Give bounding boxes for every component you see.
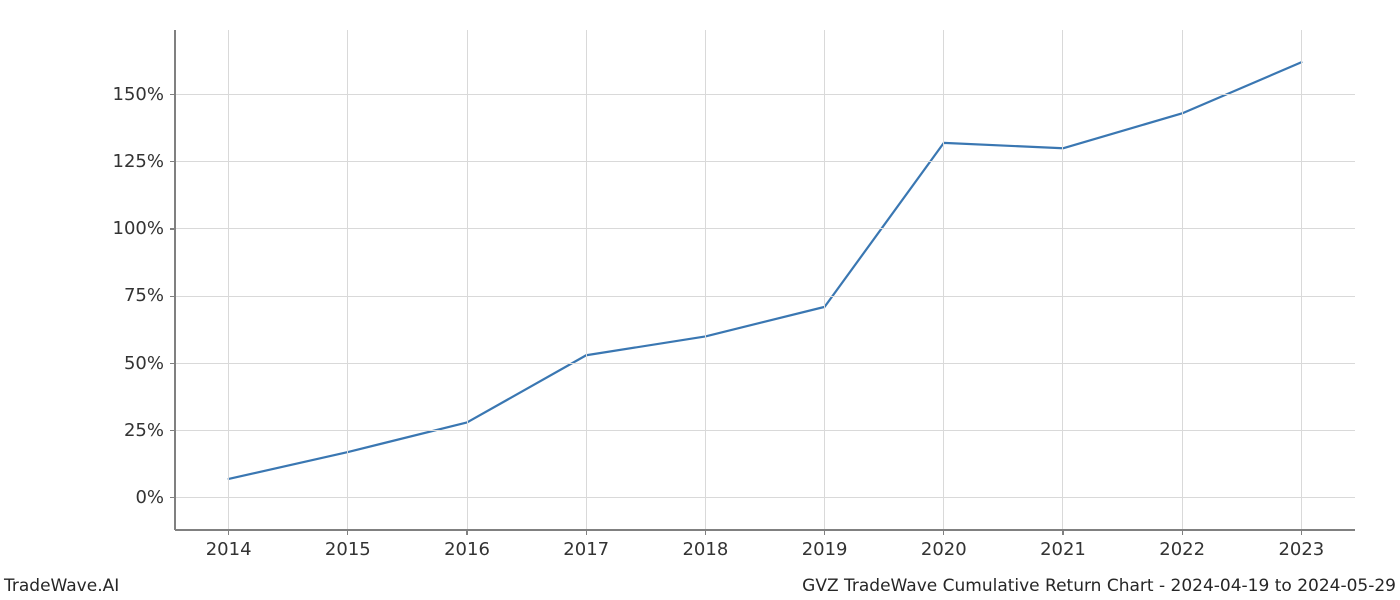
y-tick-label: 100% — [113, 218, 164, 239]
x-tick-label: 2022 — [1157, 539, 1207, 560]
x-tick — [347, 530, 348, 535]
grid-line-v — [228, 30, 229, 530]
x-tick — [824, 530, 825, 535]
spine-bottom — [175, 529, 1355, 530]
x-tick-label: 2021 — [1038, 539, 1088, 560]
x-tick-label: 2015 — [323, 539, 373, 560]
grid-line-v — [1182, 30, 1183, 530]
grid-line-h — [175, 94, 1355, 95]
y-tick-label: 125% — [113, 151, 164, 172]
grid-line-v — [1301, 30, 1302, 530]
x-tick-label: 2017 — [561, 539, 611, 560]
grid-line-v — [824, 30, 825, 530]
x-tick — [705, 530, 706, 535]
grid-line-v — [943, 30, 944, 530]
y-tick-label: 0% — [135, 487, 164, 508]
spine-left — [174, 30, 175, 530]
grid-line-v — [467, 30, 468, 530]
grid-line-v — [1062, 30, 1063, 530]
x-tick-label: 2019 — [800, 539, 850, 560]
footer-right-label: GVZ TradeWave Cumulative Return Chart - … — [802, 576, 1396, 596]
x-tick — [1301, 530, 1302, 535]
y-tick-label: 150% — [113, 84, 164, 105]
y-tick-label: 50% — [124, 353, 164, 374]
x-tick — [943, 530, 944, 535]
x-tick-label: 2018 — [680, 539, 730, 560]
x-tick — [228, 530, 229, 535]
x-tick — [586, 530, 587, 535]
grid-line-h — [175, 430, 1355, 431]
grid-line-v — [347, 30, 348, 530]
x-tick-label: 2014 — [204, 539, 254, 560]
grid-line-v — [586, 30, 587, 530]
x-tick — [1182, 530, 1183, 535]
footer-left-label: TradeWave.AI — [4, 576, 119, 596]
y-tick-label: 25% — [124, 420, 164, 441]
chart-container: 0% 25% 50% 75% 100% 125% 150% 2014 2015 2016 2017 2… — [0, 0, 1400, 600]
return-line — [229, 62, 1302, 479]
line-chart-svg — [0, 0, 1400, 600]
y-tick-label: 75% — [124, 285, 164, 306]
grid-line-v — [705, 30, 706, 530]
x-tick-label: 2016 — [442, 539, 492, 560]
x-tick-label: 2020 — [919, 539, 969, 560]
grid-line-h — [175, 296, 1355, 297]
grid-line-h — [175, 363, 1355, 364]
x-tick — [1062, 530, 1063, 535]
grid-line-h — [175, 228, 1355, 229]
x-tick-label: 2023 — [1276, 539, 1326, 560]
grid-line-h — [175, 497, 1355, 498]
x-tick — [466, 530, 467, 535]
grid-line-h — [175, 161, 1355, 162]
